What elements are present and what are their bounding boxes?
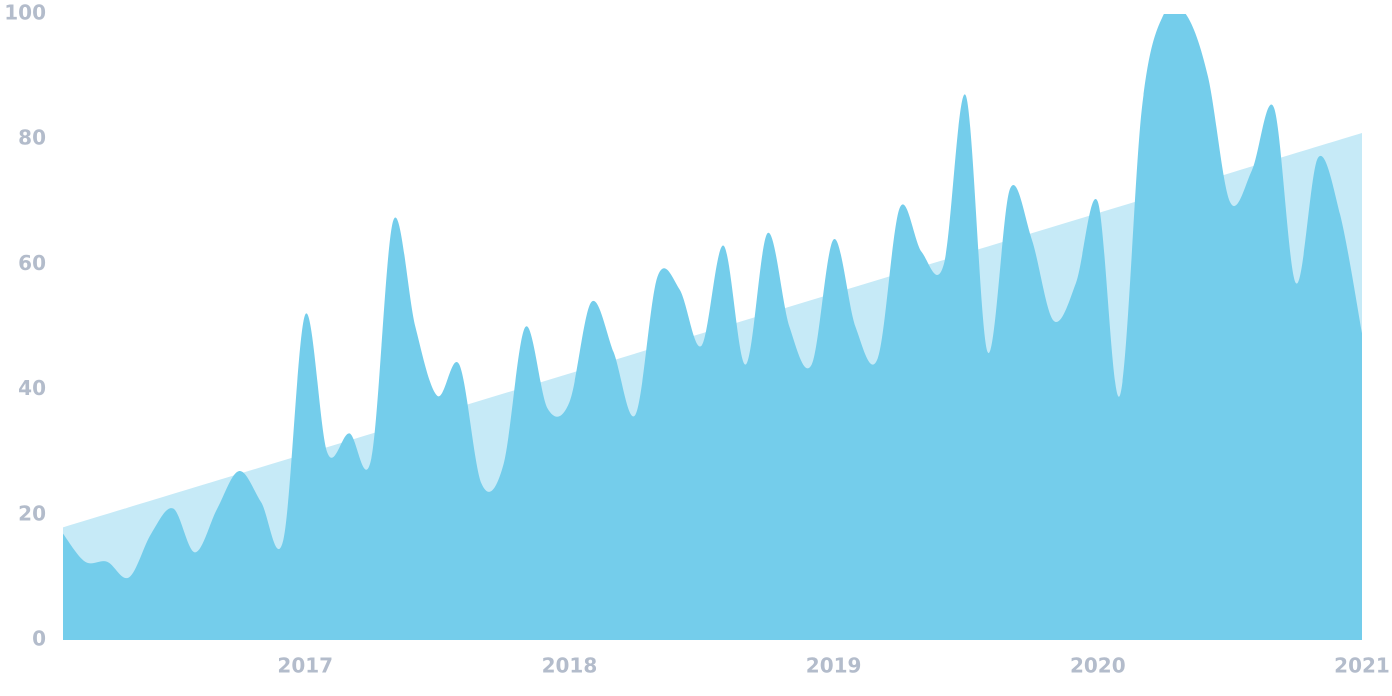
y-tick-label: 60: [18, 251, 46, 275]
y-tick-label: 20: [18, 501, 46, 525]
x-tick-label: 2019: [806, 654, 862, 678]
y-tick-label: 0: [32, 627, 46, 651]
x-tick-label: 2020: [1070, 654, 1126, 678]
x-tick-label: 2017: [277, 654, 333, 678]
y-tick-label: 80: [18, 126, 46, 150]
y-tick-label: 100: [4, 1, 46, 25]
x-tick-label: 2021: [1334, 654, 1390, 678]
area: [63, 14, 1362, 640]
y-tick-label: 40: [18, 376, 46, 400]
x-tick-label: 2018: [542, 654, 598, 678]
